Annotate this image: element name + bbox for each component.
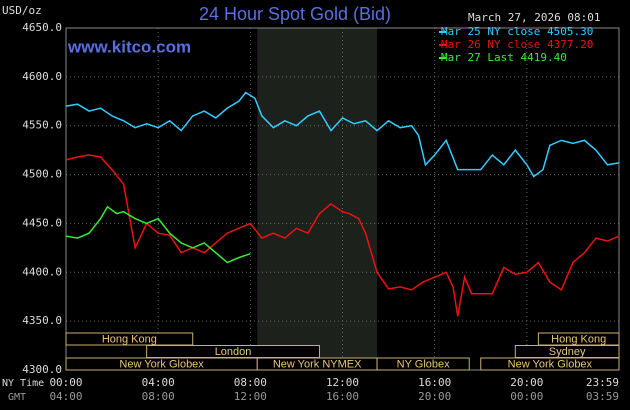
session-label: New York NYMEX — [273, 358, 362, 370]
session-label: Sydney — [549, 346, 586, 358]
session-label: NY Globex — [397, 358, 450, 370]
price-line — [65, 154, 620, 317]
x2-axis-label: GMT — [8, 392, 26, 403]
price-line — [65, 205, 251, 264]
y-tick-label: 4450.0 — [22, 216, 62, 229]
session-label: Hong Kong — [551, 333, 606, 345]
session-label: New York Globex — [119, 358, 204, 370]
x-tick-label: 08:00 — [234, 376, 267, 389]
x-tick-label: 12:00 — [326, 376, 359, 389]
session-bar — [376, 357, 470, 371]
y-tick-label: 4550.0 — [22, 119, 62, 132]
x2-tick-label: 12:00 — [234, 390, 267, 403]
y-tick-label: 4300.0 — [22, 363, 62, 376]
session-label: New York Globex — [508, 358, 593, 370]
session-shade — [257, 28, 378, 370]
y-tick-label: 4600.0 — [22, 70, 62, 83]
y-tick-label: 4350.0 — [22, 314, 62, 327]
session-label: London — [215, 346, 252, 358]
session-bar — [480, 357, 620, 371]
x-tick-label: 00:00 — [49, 376, 82, 389]
session-bar — [65, 332, 194, 346]
x-tick-label: 20:00 — [510, 376, 543, 389]
legend-label: Mar 27 Last 4419.40 — [441, 51, 567, 64]
x2-tick-label: 00:00 — [510, 390, 543, 403]
x-tick-label: 16:00 — [418, 376, 451, 389]
price-line — [65, 91, 620, 178]
legend-label: Mar 26 NY close 4377.20 — [441, 38, 593, 51]
x-axis-label: NY Time — [2, 378, 44, 389]
y-tick-label: 4650.0 — [22, 21, 62, 34]
x2-tick-label: 04:00 — [49, 390, 82, 403]
x-tick-label: 23:59 — [586, 376, 619, 389]
legend-label: Mar 25 NY close 4505.30 — [441, 25, 593, 38]
y-tick-label: 4400.0 — [22, 265, 62, 278]
x2-tick-label: 08:00 — [142, 390, 175, 403]
x2-tick-label: 03:59 — [586, 390, 619, 403]
y-axis-label: USD/oz — [2, 4, 42, 17]
x-tick-label: 04:00 — [142, 376, 175, 389]
timestamp: March 27, 2026 08:01 — [468, 11, 600, 24]
source: www.kitco.com — [67, 37, 191, 56]
chart-title: 24 Hour Spot Gold (Bid) — [199, 4, 391, 24]
x2-tick-label: 16:00 — [326, 390, 359, 403]
y-tick-label: 4500.0 — [22, 168, 62, 181]
x2-tick-label: 20:00 — [418, 390, 451, 403]
session-label: Hong Kong — [102, 333, 157, 345]
